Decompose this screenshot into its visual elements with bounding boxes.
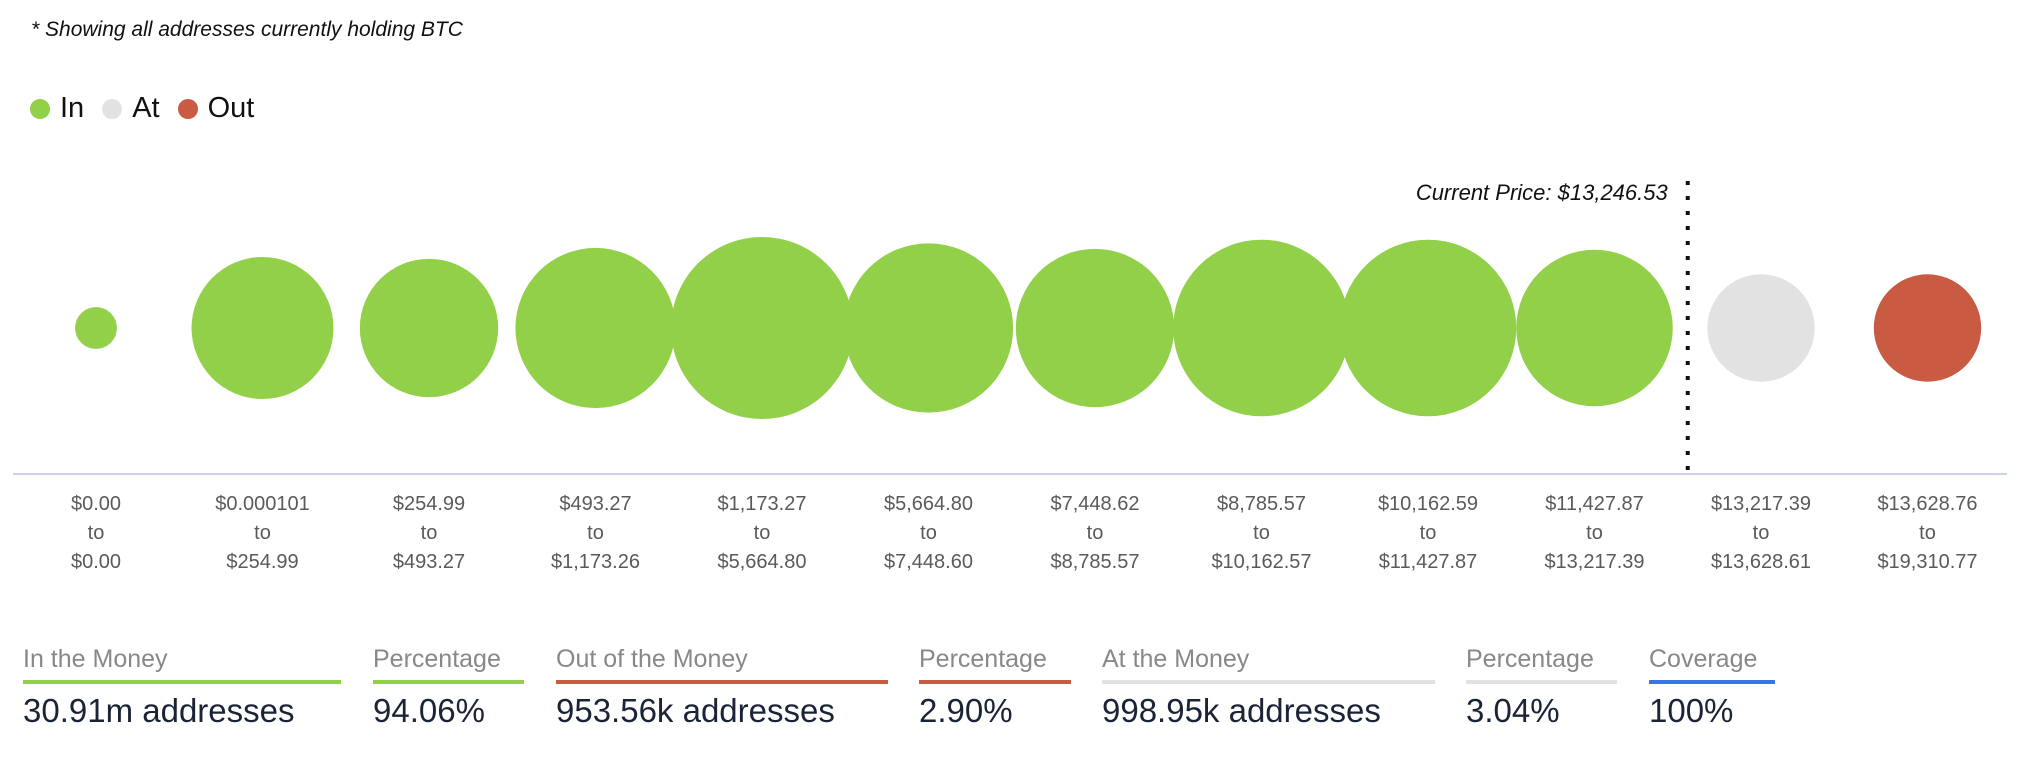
legend-item-at[interactable]: At [102, 92, 160, 125]
legend-label-out: Out [207, 92, 255, 124]
tick-label-to-word: to [754, 522, 771, 544]
stat-value: 3.04% [1466, 692, 1560, 729]
tick-label-from: $254.99 [393, 493, 465, 515]
stat-value: 953.56k addresses [556, 692, 835, 729]
bubble-in[interactable] [191, 257, 334, 399]
legend-dot-out-icon [177, 98, 198, 119]
bubble-in[interactable] [1173, 239, 1350, 417]
tick-label-to: $5,664.80 [718, 551, 807, 573]
tick-label-to-word: to [920, 522, 937, 544]
stat-value: 94.06% [373, 692, 485, 729]
tick-label-to: $13,217.39 [1544, 551, 1644, 573]
tick-label-to-word: to [1253, 522, 1270, 544]
bubble-out[interactable] [1873, 274, 1982, 382]
stat-header: At the Money [1102, 645, 1435, 684]
tick-label-to-word: to [1420, 522, 1437, 544]
tick-label-from: $10,162.59 [1378, 493, 1478, 515]
stat-header: Percentage [919, 645, 1071, 684]
tick-label-to: $7,448.60 [884, 551, 973, 573]
tick-label-from: $493.27 [559, 493, 631, 515]
tick-label-to: $10,162.57 [1211, 551, 1311, 573]
chart-note: * Showing all addresses currently holdin… [31, 18, 463, 41]
tick-label-to: $19,310.77 [1877, 551, 1977, 573]
legend-label-in: In [60, 92, 85, 124]
current-price-label: Current Price: $13,246.53 [1416, 180, 1669, 205]
tick-label-to-word: to [421, 522, 438, 544]
stat-value: 998.95k addresses [1102, 692, 1381, 729]
bubble-chart: $0.00 to $0.00 $0.000101 to $254.99 $254.99 to $… [13, 180, 2007, 573]
tick-label-from: $13,217.39 [1711, 493, 1811, 515]
stat-header: Coverage [1649, 645, 1775, 684]
legend-dot-in-icon [30, 98, 50, 119]
stat-at-percentage: Percentage 3.04% [1466, 645, 1617, 730]
legend-label-at: At [132, 92, 160, 124]
tick-label-to: $493.27 [393, 551, 465, 573]
tick-label-to-word: to [587, 522, 604, 544]
tick-label-from: $5,664.80 [884, 493, 973, 515]
tick-label-to-word: to [88, 522, 105, 544]
tick-label-to: $1,173.26 [551, 551, 640, 573]
bubble-in[interactable] [1516, 249, 1673, 407]
stat-header: Percentage [373, 645, 524, 684]
tick-label-to-word: to [254, 522, 271, 544]
tick-label-to: $0.00 [71, 551, 121, 573]
bubble-in[interactable] [1339, 239, 1517, 417]
stat-coverage: Coverage 100% [1649, 645, 1775, 730]
tick-label-from: $0.00 [71, 493, 121, 515]
bubble-in[interactable] [843, 243, 1014, 413]
stat-header: Out of the Money [556, 645, 888, 684]
stat-out-percentage: Percentage 2.90% [919, 645, 1071, 730]
tick-label-to-word: to [1586, 522, 1603, 544]
tick-label-from: $13,628.76 [1877, 493, 1977, 515]
stat-in-the-money: In the Money 30.91m addresses [23, 645, 341, 730]
tick-label-from: $8,785.57 [1217, 493, 1306, 515]
tick-label-from: $0.000101 [215, 493, 310, 515]
stat-value: 2.90% [919, 692, 1013, 729]
tick-label-from: $11,427.87 [1545, 493, 1644, 515]
bubble-in[interactable] [1015, 248, 1175, 408]
tick-label-to: $254.99 [226, 551, 298, 573]
bubble-in[interactable] [671, 237, 853, 419]
tick-label-to: $11,427.87 [1379, 551, 1478, 573]
stat-out-of-the-money: Out of the Money 953.56k addresses [556, 645, 888, 730]
tick-label-to-word: to [1919, 522, 1936, 544]
chart-legend: In At Out [30, 92, 272, 125]
tick-label-from: $7,448.62 [1051, 493, 1140, 515]
bubble-in[interactable] [359, 258, 499, 398]
tick-label-to: $8,785.57 [1051, 551, 1140, 573]
tick-label-to: $13,628.61 [1711, 551, 1811, 573]
tick-label-to-word: to [1087, 522, 1104, 544]
legend-dot-at-icon [102, 98, 123, 119]
stat-value: 30.91m addresses [23, 692, 295, 729]
tick-label-to-word: to [1753, 522, 1770, 544]
bubble-in[interactable] [515, 247, 676, 409]
stat-header: In the Money [23, 645, 341, 684]
legend-item-out[interactable]: Out [177, 92, 255, 125]
bubble-in[interactable] [75, 307, 117, 349]
stat-at-the-money: At the Money 998.95k addresses [1102, 645, 1435, 730]
legend-item-in[interactable]: In [30, 92, 84, 125]
stat-header: Percentage [1466, 645, 1617, 684]
bubble-at[interactable] [1707, 274, 1815, 382]
stat-value: 100% [1649, 692, 1734, 729]
stat-in-percentage: Percentage 94.06% [373, 645, 524, 730]
tick-label-from: $1,173.27 [718, 493, 807, 515]
